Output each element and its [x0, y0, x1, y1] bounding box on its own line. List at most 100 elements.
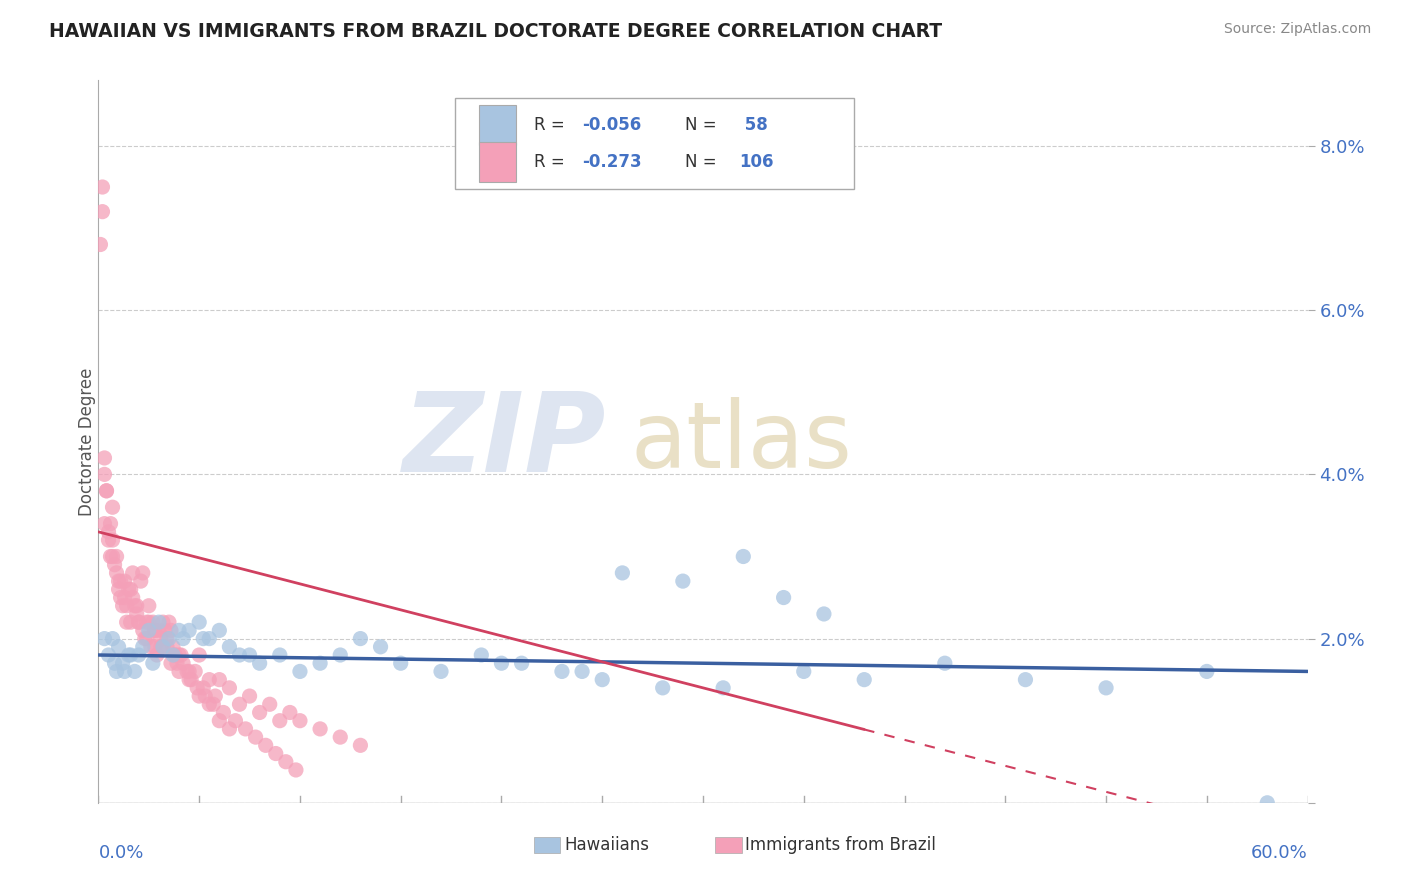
Point [167, 648, 190, 662]
Bar [479, 105, 516, 145]
Point [249, 657, 271, 671]
Point [166, 657, 188, 671]
Text: ZIP: ZIP [402, 388, 606, 495]
Point [121, 566, 143, 580]
Point [193, 681, 215, 695]
Point [97, 524, 120, 539]
Point [97, 648, 120, 662]
Point [128, 615, 150, 630]
Point [128, 615, 150, 630]
Point [772, 591, 794, 605]
Point [96, 483, 118, 498]
Point [157, 632, 180, 646]
Point [370, 640, 392, 654]
Point [934, 657, 956, 671]
Point [264, 747, 287, 761]
Point [204, 689, 226, 703]
FancyBboxPatch shape [456, 98, 855, 189]
Text: 58: 58 [740, 116, 768, 134]
Point [218, 722, 240, 736]
Point [121, 591, 143, 605]
Point [153, 624, 176, 638]
Point [179, 665, 201, 679]
Point [114, 665, 136, 679]
Point [651, 681, 673, 695]
Point [198, 673, 221, 687]
Point [103, 558, 125, 572]
Point [179, 673, 201, 687]
Point [101, 500, 124, 515]
Text: atlas: atlas [630, 397, 852, 486]
Point [711, 681, 734, 695]
Point [269, 648, 291, 662]
Point [672, 574, 695, 588]
Point [93, 467, 115, 482]
Point [228, 648, 250, 662]
Point [510, 657, 533, 671]
Point [288, 665, 311, 679]
Point [259, 698, 281, 712]
Point [152, 640, 174, 654]
Point [208, 714, 231, 728]
Point [91, 180, 114, 194]
Point [288, 714, 311, 728]
Point [101, 533, 124, 547]
Point [124, 665, 146, 679]
Point [120, 648, 142, 662]
Point [138, 624, 160, 638]
Point [329, 730, 352, 744]
Point [170, 648, 193, 662]
Point [143, 624, 166, 638]
Point [142, 657, 165, 671]
Point [162, 648, 184, 662]
Point [105, 549, 128, 564]
Text: HAWAIIAN VS IMMIGRANTS FROM BRAZIL DOCTORATE DEGREE CORRELATION CHART: HAWAIIAN VS IMMIGRANTS FROM BRAZIL DOCTO… [49, 22, 942, 41]
Point [101, 549, 124, 564]
Point [188, 615, 211, 630]
Text: R =: R = [534, 116, 569, 134]
Text: -0.056: -0.056 [582, 116, 641, 134]
Text: 0.0%: 0.0% [98, 844, 143, 862]
Point [152, 640, 174, 654]
Bar [534, 838, 561, 854]
Point [193, 632, 215, 646]
Point [142, 615, 165, 630]
Point [208, 673, 231, 687]
Point [139, 640, 162, 654]
Point [239, 689, 262, 703]
Point [269, 714, 291, 728]
Point [103, 657, 125, 671]
Point [470, 648, 492, 662]
Point [100, 516, 122, 531]
Point [105, 665, 128, 679]
Bar [716, 838, 742, 854]
Point [143, 640, 166, 654]
Point [202, 698, 225, 712]
Point [100, 549, 122, 564]
Text: N =: N = [685, 153, 721, 170]
Point [162, 640, 184, 654]
Point [309, 657, 332, 671]
Point [148, 624, 170, 638]
Point [96, 483, 118, 498]
Point [115, 599, 138, 613]
Text: Hawaiians: Hawaiians [564, 837, 650, 855]
Point [120, 615, 142, 630]
Point [274, 755, 297, 769]
Point [149, 632, 172, 646]
Point [138, 599, 160, 613]
Point [135, 632, 157, 646]
Point [107, 640, 129, 654]
Point [111, 599, 134, 613]
Point [389, 657, 412, 671]
Point [148, 615, 170, 630]
Text: R =: R = [534, 153, 569, 170]
Point [1014, 673, 1036, 687]
Point [349, 739, 371, 753]
Point [571, 665, 593, 679]
Point [179, 624, 201, 638]
Point [551, 665, 574, 679]
Point [194, 689, 217, 703]
Point [208, 624, 231, 638]
Point [111, 657, 134, 671]
